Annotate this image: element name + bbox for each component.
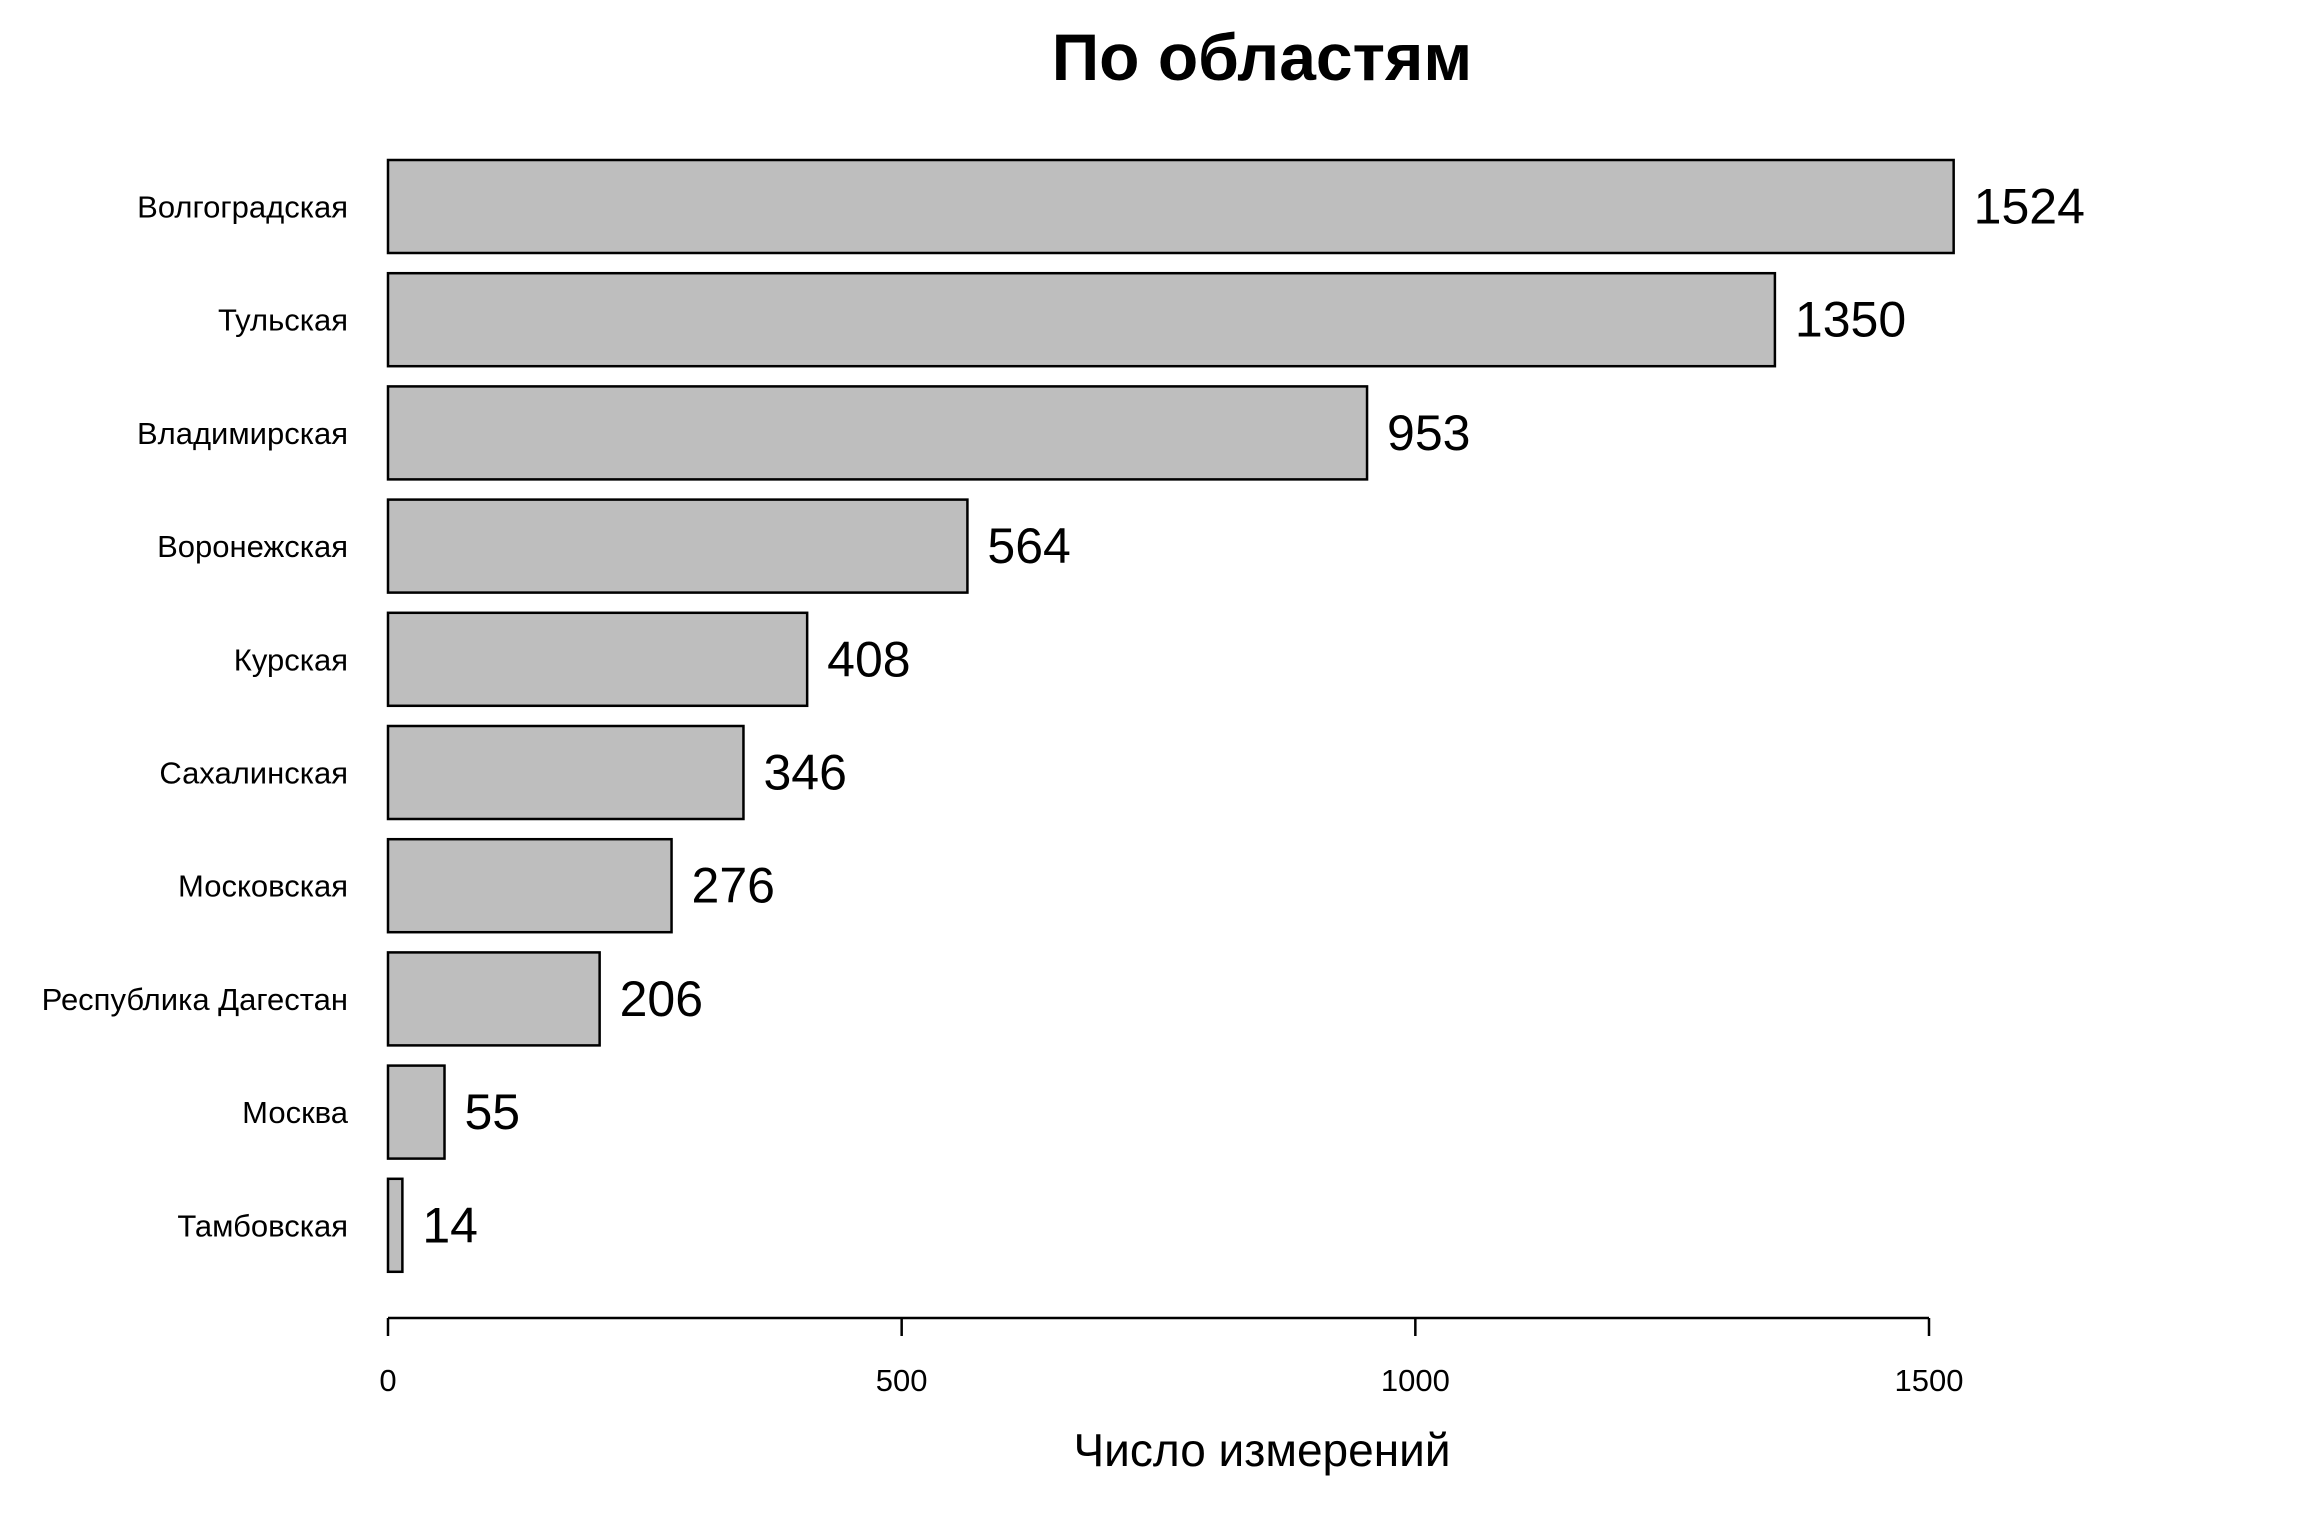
bar-6 xyxy=(386,837,673,934)
category-label-5: Сахалинская xyxy=(159,756,348,791)
x-tick-label-3: 1500 xyxy=(1895,1363,1964,1398)
bar-7 xyxy=(386,951,601,1047)
value-label-7: 206 xyxy=(620,971,703,1027)
category-label-6: Московская xyxy=(178,869,348,904)
bars-group: Волгоградская 1524 Тульская 1350 Владимирска… xyxy=(42,158,2085,1274)
value-label-0: 1524 xyxy=(1974,179,2085,235)
x-tick-label-1: 500 xyxy=(876,1363,928,1398)
x-axis-title: Число измерений xyxy=(1073,1424,1450,1476)
value-label-9: 14 xyxy=(422,1197,478,1253)
x-tick-label-0: 0 xyxy=(379,1363,396,1398)
x-axis: 0 500 1000 1500 xyxy=(379,1316,1964,1398)
category-label-9: Тамбовская xyxy=(177,1208,348,1243)
bar-2 xyxy=(386,385,1369,481)
chart-title: По областям xyxy=(1052,20,1473,94)
value-label-5: 346 xyxy=(763,745,846,801)
bar-4 xyxy=(386,611,809,708)
bar-1 xyxy=(386,271,1777,368)
category-label-0: Волгоградская xyxy=(137,190,348,225)
value-label-6: 276 xyxy=(692,858,775,914)
bar-3 xyxy=(386,498,969,594)
category-label-8: Москва xyxy=(242,1095,349,1130)
category-label-3: Воронежская xyxy=(157,529,348,564)
x-tick-label-2: 1000 xyxy=(1381,1363,1450,1398)
value-label-2: 953 xyxy=(1387,405,1470,461)
value-label-3: 564 xyxy=(987,518,1070,574)
bar-8 xyxy=(386,1064,446,1160)
bar-9 xyxy=(386,1177,404,1274)
category-label-2: Владимирская xyxy=(137,416,348,451)
bar-5 xyxy=(386,724,745,821)
category-label-7: Республика Дагестан xyxy=(42,982,348,1017)
bar-0 xyxy=(386,158,1955,255)
value-label-1: 1350 xyxy=(1795,292,1906,348)
value-label-4: 408 xyxy=(827,631,910,687)
category-label-4: Курская xyxy=(234,642,348,677)
value-label-8: 55 xyxy=(465,1084,521,1140)
category-label-1: Тульская xyxy=(218,303,348,338)
